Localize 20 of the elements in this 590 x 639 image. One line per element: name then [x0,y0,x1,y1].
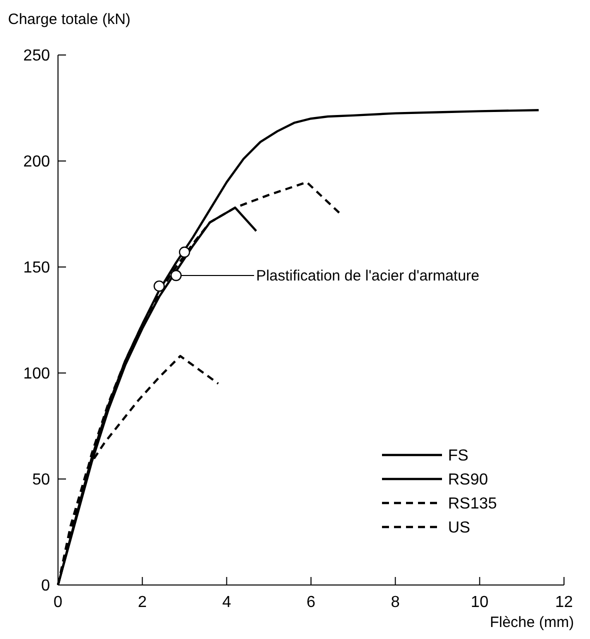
x-tick-label: 4 [222,594,232,611]
y-tick-label: 200 [23,154,50,171]
y-tick-label: 150 [23,260,50,277]
x-tick-label: 0 [54,594,63,611]
y-tick-label: 50 [32,472,50,489]
y-tick-label: 250 [23,48,50,65]
x-axis-title: Flèche (mm) [490,614,574,631]
y-tick-label: 100 [23,366,50,383]
legend-label: RS90 [448,472,488,489]
x-tick-label: 12 [555,594,573,611]
x-tick-label: 2 [138,594,147,611]
legend-label: RS135 [448,496,498,513]
y-axis-title: Charge totale (kN) [8,11,131,28]
legend-label: US [448,520,470,537]
x-tick-label: 10 [470,594,489,611]
x-tick-label: 6 [306,594,316,611]
y-tick-label: 0 [41,578,50,595]
legend-label: FS [448,448,468,465]
x-tick-label: 8 [390,594,400,611]
annotation: Plastification de l'acier d'armature [256,268,480,285]
